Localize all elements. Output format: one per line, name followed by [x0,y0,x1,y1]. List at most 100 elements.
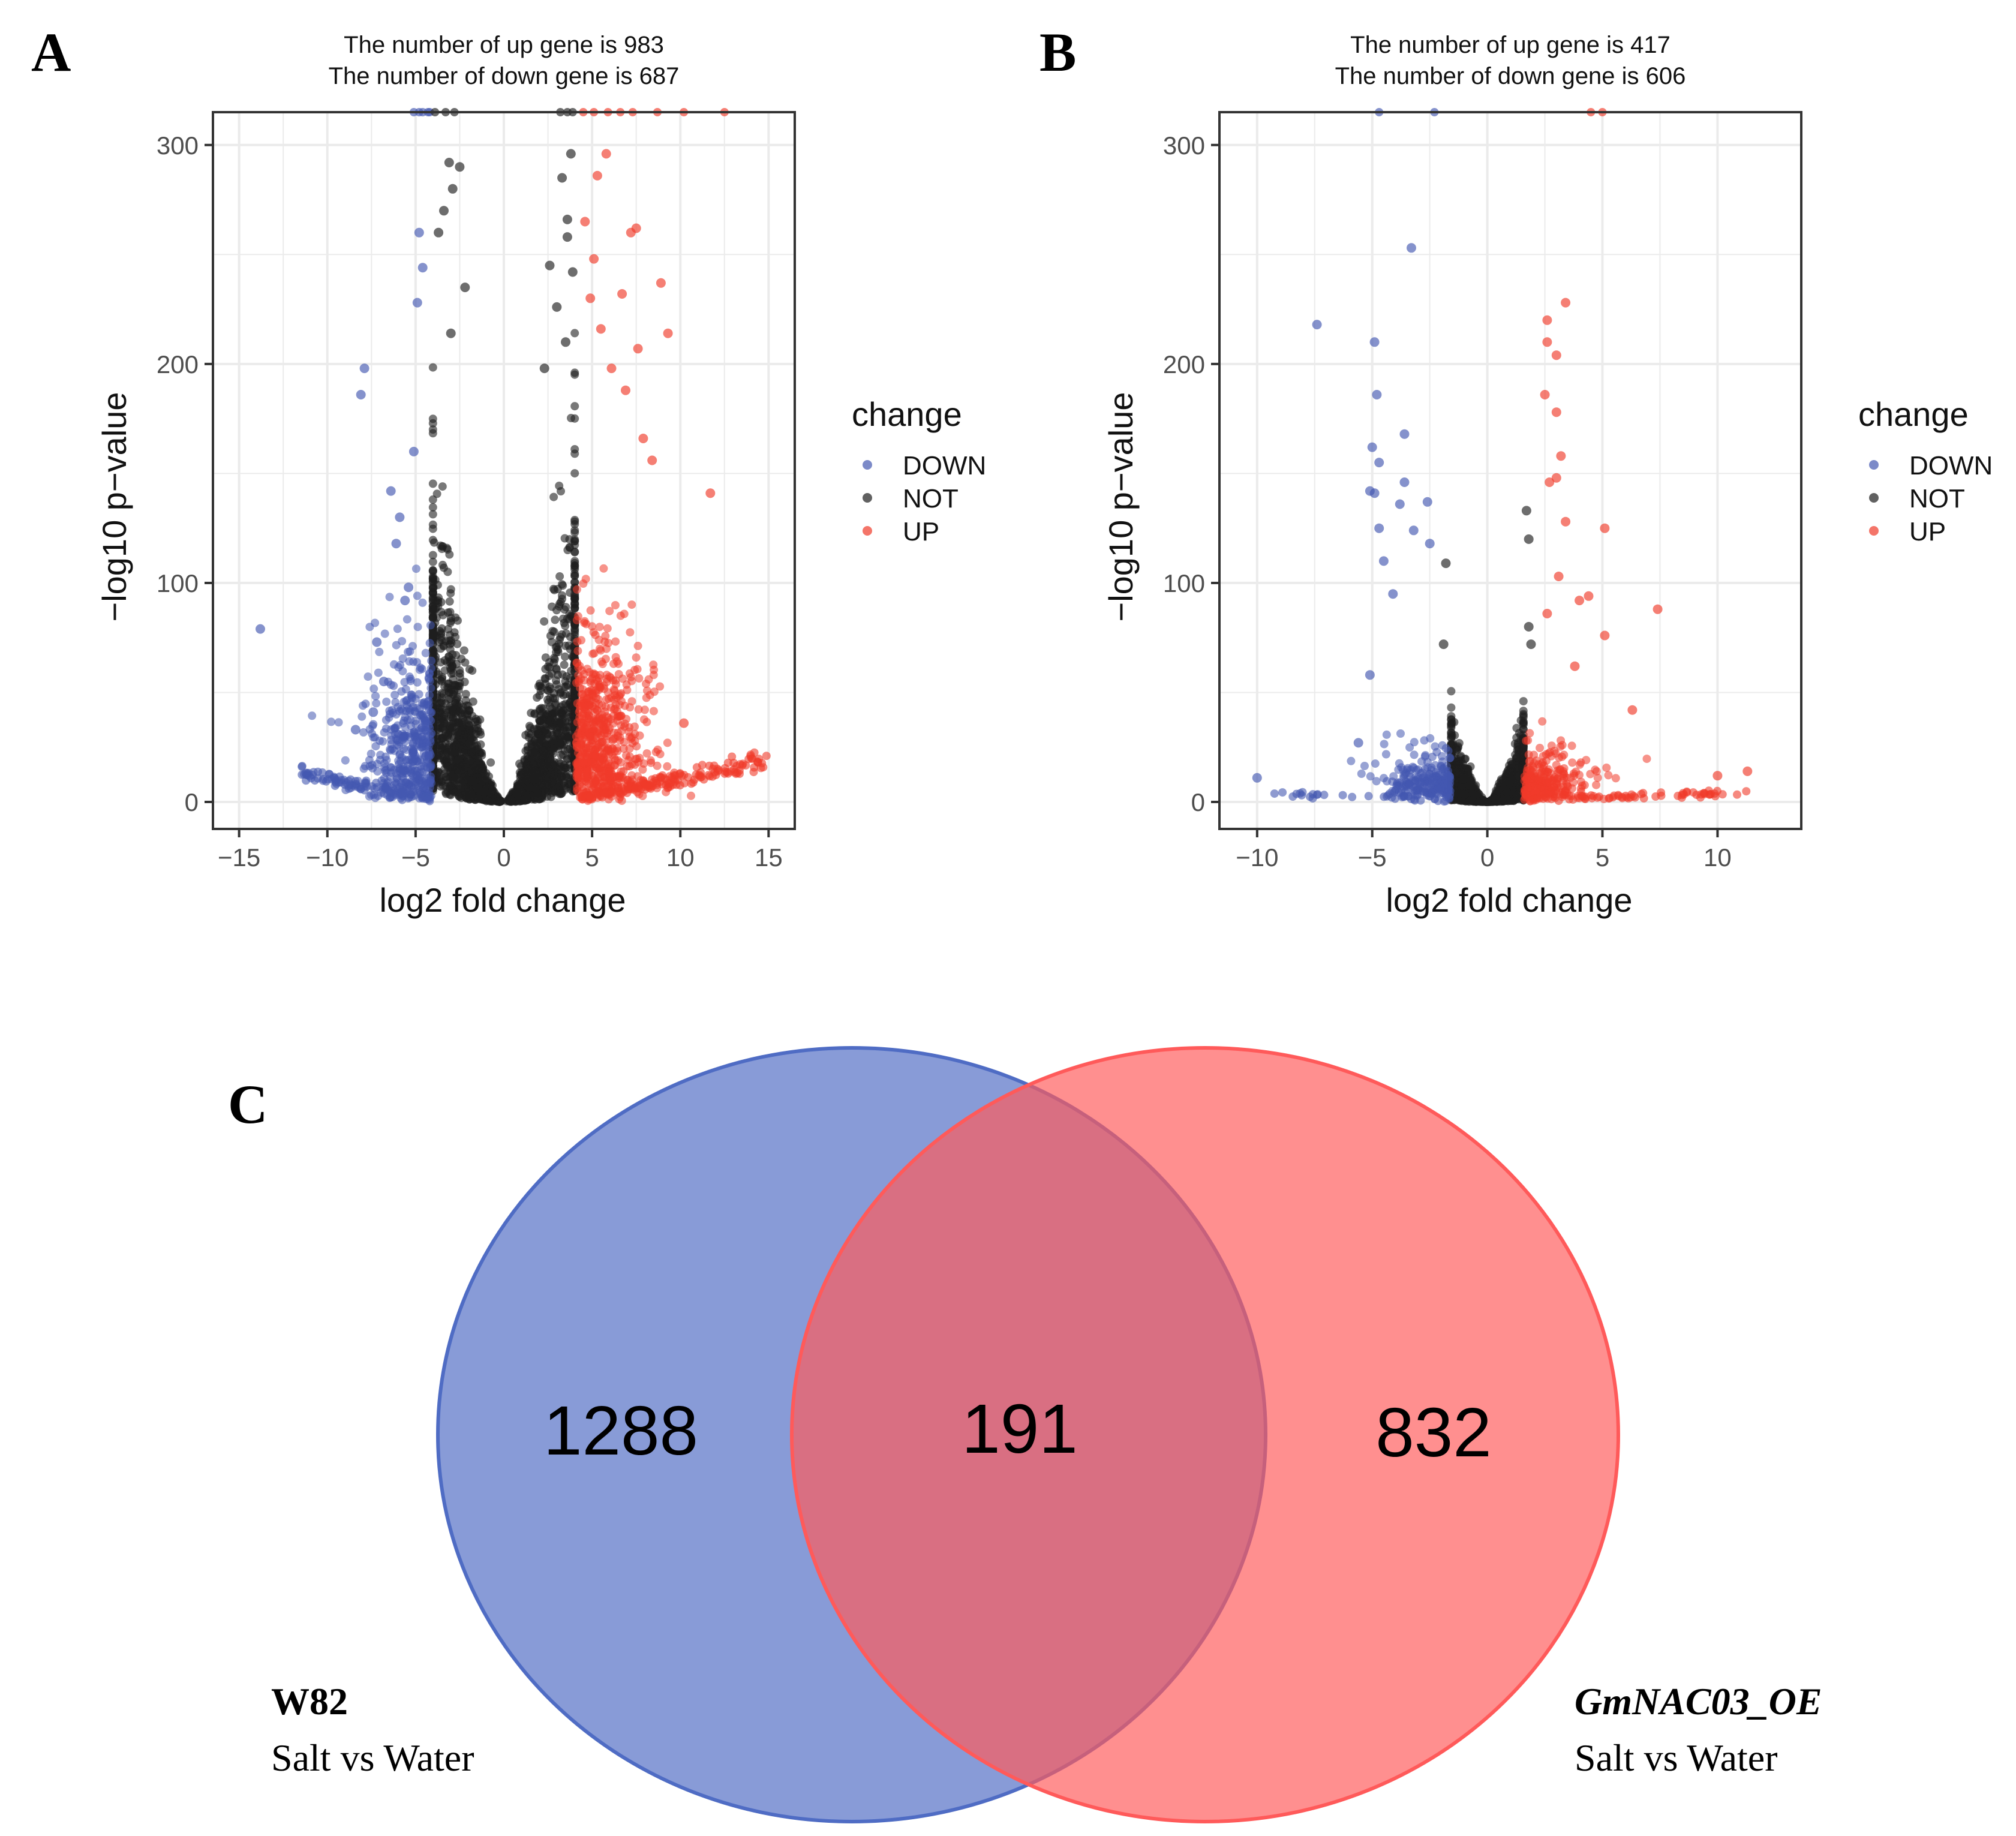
plot-a-point-up [580,617,589,626]
plot-a-point-not [541,788,550,797]
plot-a-point-not [450,748,459,757]
plot-a-point-not [530,748,539,757]
plot-a-point-down [425,639,434,648]
plot-a-point-down [361,699,370,708]
plot-a-y-axis-title: −log10 p−value [95,392,133,621]
plot-a-x-tick-label: 0 [497,843,510,872]
plot-a-point-up [593,677,602,686]
plot-a-point-not [549,492,558,501]
plot-a-point-not [570,537,579,545]
plot-a-point-down [327,717,336,726]
plot-a-point-down [357,712,366,721]
plot-a-point-up [679,718,689,728]
plot-a-title-line-2: The number of down gene is 687 [329,63,680,89]
plot-a-point-up [604,746,613,755]
plot-a-point-up [606,363,617,374]
plot-a-point-up [728,752,737,761]
plot-a-point-not [445,597,454,606]
plot-a-point-down [426,621,435,630]
plot-a-point-not [534,755,543,763]
plot-a-point-not [550,585,559,594]
plot-a-point-not [547,638,556,647]
plot-a-point-down [424,696,433,705]
plot-a-point-up [618,674,627,683]
plot-a-point-not [462,763,471,772]
plot-a-point-not [428,479,437,488]
plot-a-point-up [582,767,591,776]
plot-a-point-not [443,567,452,576]
plot-a-point-up [656,750,665,759]
plot-a-point-not [545,658,554,667]
plot-a-point-not [436,644,445,653]
plot-a-point-not [536,736,545,745]
plot-a-point-down [387,740,396,749]
plot-a-point-not [506,792,515,801]
plot-a-point-not [556,633,565,642]
plot-a-point-not [473,720,482,729]
plot-a-point-not [562,214,572,224]
plot-a-point-not [558,708,567,717]
plot-a-point-up [720,764,729,773]
plot-a-point-down [329,773,338,782]
plot-a-point-not [552,302,562,312]
plot-a-point-up [592,170,602,181]
plot-a-point-up [602,712,611,721]
plot-a-point-up [630,761,639,769]
plot-a-point-down [409,657,417,666]
plot-a-point-up [589,780,598,789]
plot-a-point-not [570,402,579,411]
plot-a-point-down [346,775,355,784]
plot-a-point-up [573,743,582,752]
plot-a-point-up [596,791,605,800]
plot-a-legend-label-not: NOT [903,484,959,513]
plot-a-point-not [525,722,534,731]
plot-a-point-down [375,647,384,656]
plot-a-point-not [555,482,564,490]
plot-a-point-up [596,738,605,747]
plot-a-point-not [522,776,531,785]
plot-a-legend-key-up [863,526,872,536]
plot-a-point-up [649,660,658,669]
plot-a-point-up [626,752,634,761]
plot-a-x-tick-label: 15 [755,843,783,872]
plot-b-panel-background [1219,112,1801,829]
plot-a-point-up [638,434,648,443]
plot-b-point-not [1519,710,1528,719]
plot-a-point-down [371,733,379,742]
plot-a-point-not [440,656,449,665]
plot-a-point-not [455,707,464,716]
plot-a-point-down [378,737,387,746]
plot-a-point-not [559,691,568,700]
plot-a-point-not [446,645,455,654]
plot-a-point-not [556,719,565,728]
plot-b-point-not [1502,768,1511,777]
plot-a-point-not [566,149,576,159]
plot-a-point-up [663,328,673,338]
plot-a-point-up [575,766,584,775]
plot-a-point-not [461,783,470,792]
plot-a-point-up [621,385,630,395]
plot-a-point-not [554,685,563,694]
plot-a-point-down [378,677,389,687]
plot-a-point-down [398,654,407,663]
plot-a-point-not [551,694,560,703]
plot-a-point-not [561,699,570,708]
plot-a-point-not [468,777,477,786]
plot-a-point-not [444,625,453,633]
plot-a-point-not [486,789,495,798]
plot-a-point-not [452,659,461,668]
plot-a-point-down [395,707,404,716]
plot-a-point-not [561,652,569,661]
plot-a-legend-label-up: UP [903,517,939,546]
plot-a-point-up [639,715,648,724]
plot-a-point-not [459,646,468,655]
plot-a-point-not [486,758,495,767]
plot-a-point-down [350,725,360,735]
plot-a-point-down [372,637,382,647]
plot-a-point-not [428,614,437,623]
plot-a-point-up [611,637,620,646]
plot-a-point-up [572,759,581,768]
plot-b-point-not [1461,755,1470,763]
volcano-plot-a: The number of up gene is 983 The number … [95,32,986,919]
plot-a-point-down [407,690,416,699]
